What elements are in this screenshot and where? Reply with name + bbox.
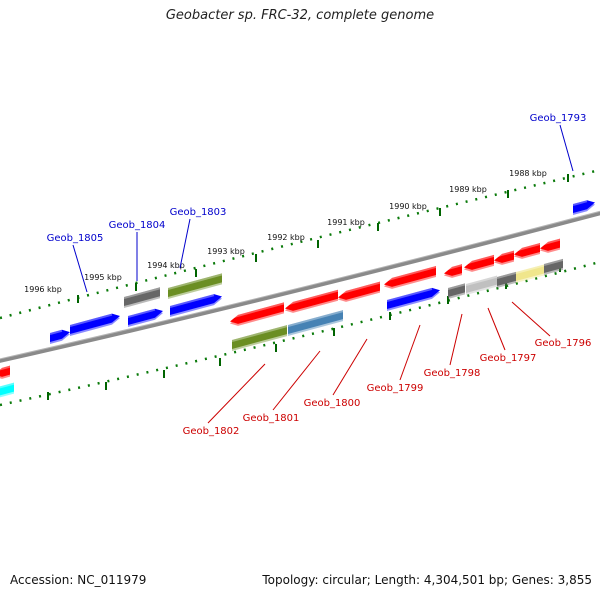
page-title: Geobacter sp. FRC-32, complete genome [165, 8, 435, 23]
outer-scale-track [0, 168, 600, 320]
gene-label-upper[interactable]: Geob_1805 [47, 233, 104, 244]
gene-feature-geob-1799[interactable] [386, 287, 440, 311]
genome-backbone [0, 211, 600, 363]
gene-feature-upper[interactable] [463, 254, 495, 272]
gene-feature-geob-1803[interactable] [169, 294, 222, 317]
scale-tick-label: 1991 kbp [327, 218, 365, 227]
genome-summary-text: Topology: circular; Length: 4,304,501 bp… [262, 573, 592, 587]
inner-scale-track [0, 260, 600, 407]
gene-feature-edge[interactable] [0, 382, 15, 399]
gene-feature-geob-1804[interactable] [123, 287, 161, 308]
gene-leader-line [449, 313, 463, 366]
scale-tick-label: 1989 kbp [449, 185, 487, 194]
gene-feature-geob-1796[interactable] [515, 264, 545, 283]
gene-feature-edge[interactable] [0, 365, 11, 379]
scale-tick-label: 1993 kbp [207, 247, 245, 256]
gene-label-lower[interactable]: Geob_1802 [183, 426, 240, 437]
gene-feature-upper[interactable] [69, 313, 120, 336]
gene-label-lower[interactable]: Geob_1799 [367, 383, 424, 394]
gene-feature-upper[interactable] [513, 242, 541, 259]
gene-label-upper[interactable]: Geob_1804 [109, 220, 166, 231]
gene-label-lower[interactable]: Geob_1797 [480, 353, 537, 364]
gene-leader-line [72, 244, 88, 293]
gene-feature-lower[interactable] [496, 271, 517, 288]
gene-leader-line [179, 218, 191, 269]
gene-feature-geob-1797[interactable] [465, 275, 498, 295]
scale-tick-label: 1994 kbp [147, 261, 185, 270]
gene-feature-upper[interactable] [337, 281, 381, 302]
gene-feature-upper[interactable] [284, 289, 339, 313]
scale-tick-label: 1988 kbp [509, 169, 547, 178]
gene-label-lower[interactable]: Geob_1796 [535, 338, 592, 349]
gene-feature-upper[interactable] [127, 308, 163, 327]
scale-tick-label: 1995 kbp [84, 273, 122, 282]
gene-label-upper[interactable]: Geob_1803 [170, 207, 227, 218]
gene-leader-line [511, 301, 551, 337]
gene-label-lower[interactable]: Geob_1800 [304, 398, 361, 409]
scale-tick-label: 1992 kbp [267, 233, 305, 242]
scale-tick-label: 1990 kbp [389, 202, 427, 211]
gene-feature-geob-1798[interactable] [447, 283, 466, 299]
gene-feature-geob-1801[interactable] [287, 310, 344, 336]
gene-label-upper[interactable]: Geob_1793 [530, 113, 587, 124]
scale-tick-label: 1996 kbp [24, 285, 62, 294]
genome-backbone-highlight [0, 210, 600, 360]
gene-feature-lower[interactable] [543, 258, 564, 275]
accession-text: Accession: NC_011979 [10, 573, 147, 587]
gene-feature-geob-1802[interactable] [231, 325, 288, 351]
gene-feature-upper[interactable] [229, 302, 285, 326]
gene-label-lower[interactable]: Geob_1801 [243, 413, 300, 424]
gene-label-lower[interactable]: Geob_1798 [424, 368, 481, 379]
gene-feature-geob-1805[interactable] [49, 329, 70, 344]
gene-feature-upper[interactable] [539, 238, 561, 253]
gene-feature-upper[interactable] [383, 265, 437, 289]
gene-leader-line [399, 324, 421, 381]
gene-leader-line [272, 350, 321, 411]
gene-leader-line [487, 307, 506, 351]
gene-feature-upper[interactable] [167, 273, 223, 299]
gene-leader-line [559, 124, 574, 172]
gene-leader-line [332, 338, 368, 396]
gene-leader-line [207, 363, 266, 424]
gene-feature-upper[interactable] [493, 250, 515, 265]
gene-feature-geob-1793[interactable] [572, 200, 595, 215]
gene-feature-upper[interactable] [443, 264, 463, 278]
